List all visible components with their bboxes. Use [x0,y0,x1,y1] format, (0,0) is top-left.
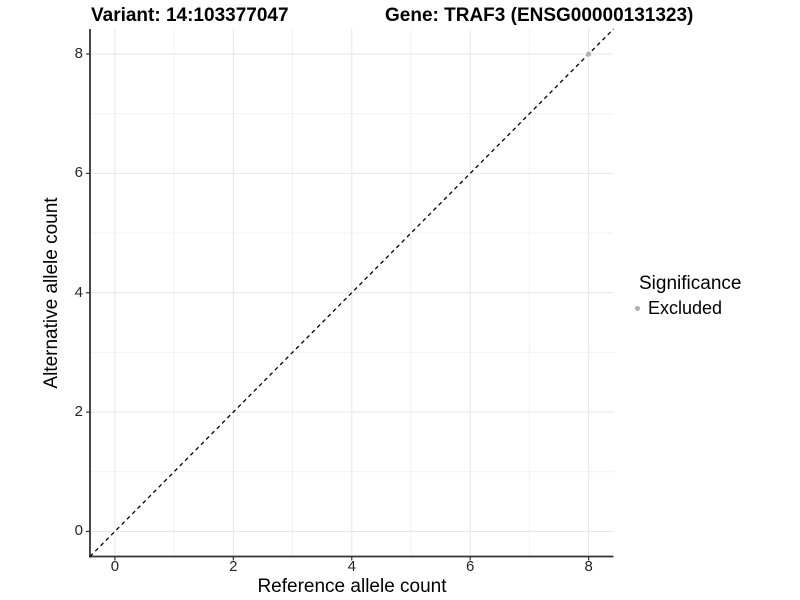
y-tick-label: 8 [74,45,83,63]
plot-title-gene: Gene: TRAF3 (ENSG00000131323) [385,5,694,26]
plot-title-variant: Variant: 14:103377047 [91,5,289,26]
x-tick-label: 6 [466,558,475,575]
x-tick-label: 2 [229,558,238,575]
x-tick-label: 4 [347,558,356,575]
y-axis-title: Alternative allele count [41,197,62,389]
x-tick-label: 8 [584,558,593,575]
identity-dashed-line [89,28,614,557]
x-tick-label: 0 [110,558,120,575]
y-tick-label: 4 [74,283,83,301]
legend-entry-excluded: Excluded [632,298,741,319]
legend: Significance Excluded [632,273,741,319]
legend-entry-label: Excluded [648,298,723,318]
y-tick-label: 0 [74,522,83,540]
y-tick-label: 2 [74,403,83,421]
data-point [586,51,592,57]
legend-title: Significance [639,273,742,294]
legend-point-icon [635,306,640,311]
y-tick-label: 6 [74,164,83,182]
x-axis-title: Reference allele count [257,576,447,597]
